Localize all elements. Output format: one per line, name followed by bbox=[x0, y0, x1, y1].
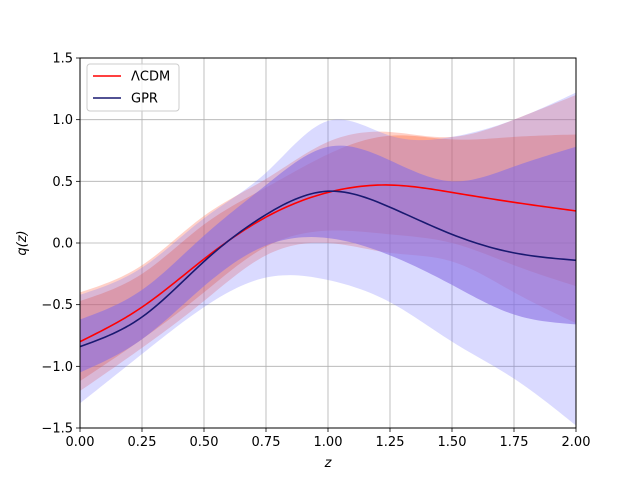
x-tick-label: 0.75 bbox=[252, 435, 281, 450]
x-tick-label: 0.25 bbox=[128, 435, 157, 450]
confidence-band-lcdm-2 bbox=[80, 95, 576, 391]
x-tick-label: 0.50 bbox=[190, 435, 219, 450]
y-tick-label: −0.5 bbox=[41, 298, 73, 313]
x-tick-label: 0.00 bbox=[66, 435, 95, 450]
y-tick-label: 1.5 bbox=[52, 52, 73, 67]
y-tick-label: −1.0 bbox=[41, 360, 73, 375]
legend-label-gpr: GPR bbox=[131, 92, 158, 107]
series-line-gpr bbox=[79, 190, 577, 348]
y-tick-label: 1.0 bbox=[52, 113, 73, 128]
series-line-lcdm bbox=[79, 184, 577, 343]
x-tick-label: 1.00 bbox=[314, 435, 343, 450]
confidence-bands bbox=[80, 92, 576, 426]
x-axis-ticks: 0.00 0.25 0.50 0.75 1.00 1.25 1.50 1.75 2.00 bbox=[66, 428, 591, 450]
x-tick-label: 1.25 bbox=[376, 435, 405, 450]
y-tick-label: −1.5 bbox=[41, 422, 73, 437]
legend-label-lcdm: ΛCDM bbox=[131, 70, 170, 85]
y-tick-label: 0.5 bbox=[52, 175, 73, 190]
x-tick-label: 2.00 bbox=[562, 435, 591, 450]
series-lines bbox=[79, 184, 577, 348]
legend: ΛCDM GPR bbox=[86, 63, 180, 112]
y-axis-label: q(z) bbox=[15, 230, 30, 255]
confidence-band-gpr-1 bbox=[80, 145, 576, 373]
y-tick-label: 0.0 bbox=[52, 237, 73, 252]
x-tick-label: 1.75 bbox=[500, 435, 529, 450]
x-tick-label: 1.50 bbox=[438, 435, 467, 450]
y-axis-ticks: −1.5 −1.0 −0.5 0.0 0.5 1.0 1.5 bbox=[41, 52, 80, 437]
x-axis-label: z bbox=[324, 456, 333, 471]
confidence-band-gpr-2 bbox=[80, 92, 576, 426]
